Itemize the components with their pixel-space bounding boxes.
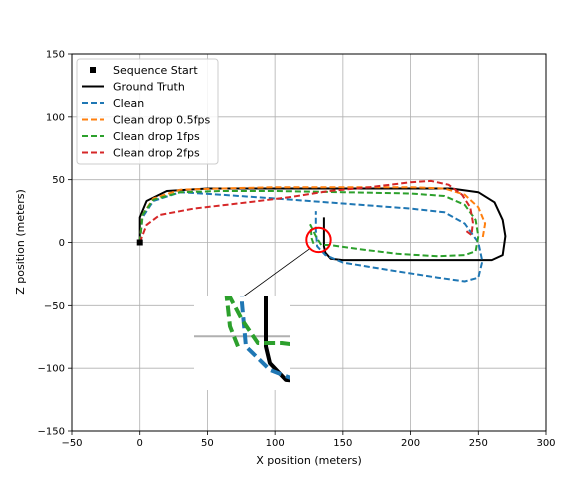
- legend-label-clean-drop-2fps: Clean drop 2fps: [113, 147, 200, 160]
- y-tick-label: 100: [46, 112, 65, 123]
- y-tick-label: −50: [44, 301, 65, 312]
- zoom-circle: [305, 226, 332, 254]
- series-line-clean-drop-1fps: [138, 190, 480, 258]
- legend-label-ground-truth: Ground Truth: [113, 81, 185, 94]
- zoom-inset: [194, 296, 290, 390]
- legend-swatch-sequence-start: [90, 67, 96, 73]
- y-tick-label: 50: [52, 175, 65, 186]
- series-line-clean: [138, 191, 484, 283]
- zoom-annotation: [194, 226, 332, 390]
- zoom-inset-line-clean: [240, 296, 290, 380]
- grid: [71, 53, 547, 432]
- series-line-ground-truth: [138, 187, 507, 262]
- legend-box: [76, 58, 219, 165]
- y-axis-label: Z position (meters): [14, 189, 27, 295]
- y-tick-label: −150: [38, 427, 65, 438]
- y-tick-label: 0: [59, 238, 65, 249]
- x-tick-label: 50: [201, 438, 214, 449]
- zoom-inset-lines: [194, 296, 290, 383]
- zoom-inset-line-clean-drop-1fps: [224, 296, 290, 348]
- legend-label-sequence-start: Sequence Start: [113, 64, 198, 77]
- marker-group: [136, 239, 143, 246]
- x-tick-label: 150: [333, 438, 352, 449]
- legend-label-clean-drop-0-5fps: Clean drop 0.5fps: [113, 114, 211, 127]
- x-tick-label: −50: [61, 438, 82, 449]
- zoom-connector-line: [241, 248, 311, 299]
- legend-label-clean-drop-1fps: Clean drop 1fps: [113, 130, 200, 143]
- legend-label-clean: Clean: [113, 97, 144, 110]
- x-tick-label: 0: [137, 438, 143, 449]
- x-axis-label: X position (meters): [256, 454, 362, 467]
- series-group: [138, 179, 507, 283]
- y-tick-label: 150: [46, 50, 65, 61]
- legend: Sequence Start Ground Truth Clean Clean dro…: [76, 58, 219, 165]
- sequence-start-marker: [136, 239, 143, 246]
- x-tick-label: 250: [469, 438, 488, 449]
- axis-ticks: −50 0 50 100 150 200 250 300 −150 −100 −50 0 50 100 15…: [38, 50, 556, 450]
- series-line-clean-drop-0-5fps: [138, 186, 487, 243]
- x-tick-label: 200: [401, 438, 420, 449]
- x-tick-label: 100: [266, 438, 285, 449]
- x-tick-label: 300: [536, 438, 555, 449]
- y-tick-label: −100: [38, 364, 65, 375]
